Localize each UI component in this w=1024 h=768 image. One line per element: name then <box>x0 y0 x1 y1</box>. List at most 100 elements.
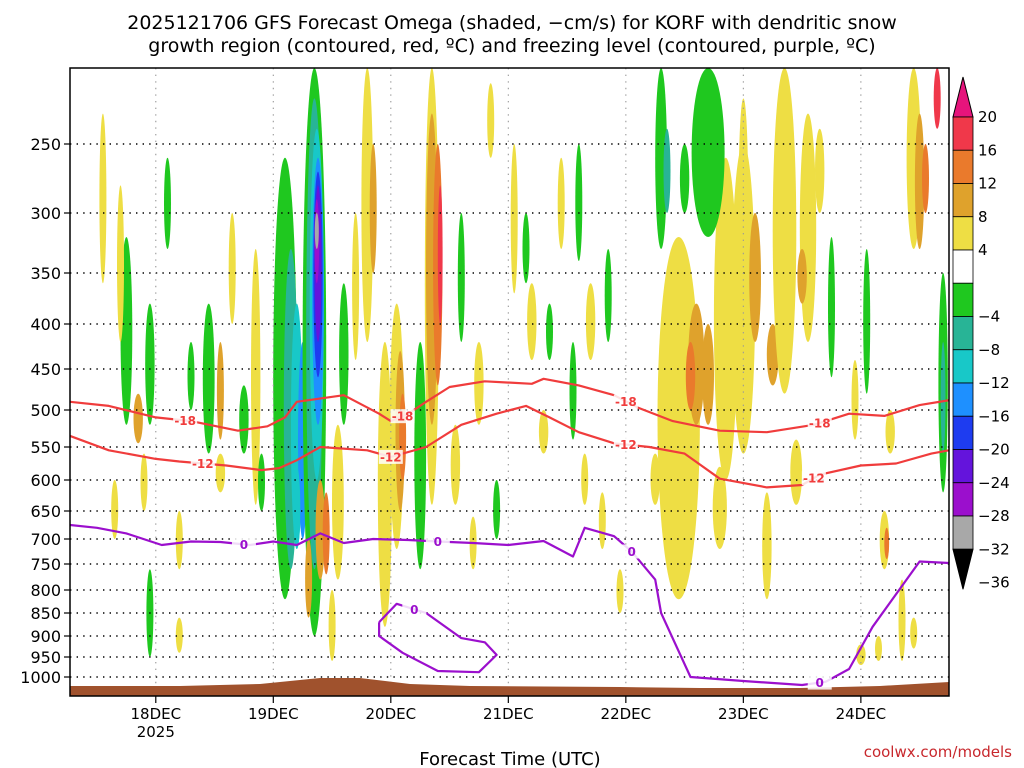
y-tick-label: 250 <box>30 135 61 154</box>
omega-shaded-cell <box>99 113 107 284</box>
contour-label: -12 <box>192 457 214 471</box>
x-tick-label: 23DEC <box>718 705 769 723</box>
omega-shaded-cell <box>685 342 696 410</box>
omega-shaded-cell <box>305 539 313 618</box>
chart-title-line1: 2025121706 GFS Forecast Omega (shaded, −… <box>127 12 897 34</box>
colorbar-bin <box>952 116 974 151</box>
omega-shaded-cell <box>437 185 443 324</box>
contour-label: 0 <box>240 538 248 552</box>
omega-shaded-cell <box>655 68 667 249</box>
omega-shaded-cell <box>239 385 249 454</box>
omega-shaded-cell <box>766 324 779 386</box>
omega-shaded-cell <box>712 466 727 549</box>
omega-shaded-cell <box>884 527 890 560</box>
colorbar-tick-label: −12 <box>978 374 1010 392</box>
contour-label: -12 <box>380 450 402 464</box>
colorbar-under-arrow <box>952 548 974 590</box>
y-tick-label: 950 <box>30 648 61 667</box>
contour-label-bg <box>425 534 450 549</box>
contour-label-bg <box>173 413 198 428</box>
contour-label-bg <box>613 437 638 452</box>
colorbar-bin <box>952 515 974 550</box>
colorbar: 20 16 12 8 4 −4 −8 −12 −16 −20 −24 −28 −32 −36 <box>952 76 1010 592</box>
contour-label-bg <box>619 544 644 559</box>
y-tick-label: 300 <box>30 204 61 223</box>
plot-frame <box>69 67 950 697</box>
omega-shaded-cell <box>691 68 725 237</box>
colorbar-tick-label: 20 <box>978 108 997 126</box>
y-tick-label: 550 <box>30 438 61 457</box>
x-tick-label: 20DEC <box>366 705 417 723</box>
contour-label-bg <box>807 675 832 690</box>
omega-shaded-cell <box>377 342 392 627</box>
omega-shaded-cell <box>702 324 714 425</box>
y-axis-ticks: 250 300 350 400 450 500 550 600 650 700 750 800 850 9… <box>20 135 70 687</box>
omega-shaded-cell <box>569 342 577 440</box>
omega-shaded-cell <box>175 617 183 653</box>
colorbar-tick-label: 12 <box>978 175 997 193</box>
colorbar-bin <box>952 482 974 517</box>
contour-label: -18 <box>174 414 196 428</box>
omega-shaded-cell <box>914 113 925 249</box>
colorbar-bin <box>952 316 974 351</box>
omega-shaded-cell <box>133 393 143 444</box>
contour-label: -12 <box>803 472 825 486</box>
omega-shaded-cell <box>527 283 537 360</box>
omega-shaded-cell <box>457 213 465 342</box>
omega-shaded-cell <box>799 113 817 342</box>
contour-label-bg <box>390 409 415 424</box>
y-tick-label: 450 <box>30 360 61 379</box>
y-tick-label: 650 <box>30 502 61 521</box>
credit-link[interactable]: coolwx.com/models <box>864 743 1012 761</box>
colorbar-bin <box>952 415 974 450</box>
omega-shaded-cell <box>575 144 583 261</box>
colorbar-bin <box>952 216 974 251</box>
y-tick-label: 700 <box>30 530 61 549</box>
omega-shaded-cell <box>922 144 929 213</box>
omega-shaded-cell <box>315 480 325 580</box>
omega-shaded-cell <box>910 617 918 649</box>
contour-label: 0 <box>816 676 824 690</box>
omega-shaded-cell <box>885 410 895 454</box>
omega-shaded-cell <box>828 237 835 378</box>
omega-shaded-cell <box>493 480 501 539</box>
colorbar-bin <box>952 183 974 218</box>
omega-shaded-cell <box>797 248 807 304</box>
omega-shaded-cell <box>875 636 882 661</box>
contour-dgz-top <box>70 377 949 434</box>
contour-label-bg <box>231 537 256 552</box>
omega-shaded-cell <box>369 144 377 273</box>
omega-shaded-cell <box>650 453 660 505</box>
contour-label-bg <box>402 602 427 617</box>
omega-shaded-cell <box>293 466 301 549</box>
colorbar-tick-label: −28 <box>978 507 1010 525</box>
colorbar-bin <box>952 349 974 384</box>
contour-label: 0 <box>628 545 636 559</box>
colorbar-bin <box>952 382 974 417</box>
y-tick-label: 900 <box>30 627 61 646</box>
x-tick-year: 2025 <box>137 723 175 741</box>
x-tick-label: 18DEC <box>130 705 181 723</box>
contour-label: -12 <box>615 438 637 452</box>
contour-label-bg <box>378 449 403 464</box>
omega-shaded-cell <box>898 579 906 661</box>
colorbar-bin <box>952 249 974 284</box>
colorbar-bin <box>952 449 974 484</box>
contour-label: -18 <box>392 410 414 424</box>
contour-label: 0 <box>410 603 418 617</box>
omega-shaded-cell <box>616 569 624 613</box>
omega-shaded-cell <box>522 213 530 284</box>
terrain-surface <box>70 678 949 696</box>
y-tick-label: 800 <box>30 581 61 600</box>
omega-shaded-cell <box>604 249 612 342</box>
omega-shaded-cell <box>328 590 336 661</box>
contour-label-bg <box>801 471 826 486</box>
omega-shaded-cell <box>538 410 549 454</box>
omega-shaded-cell <box>749 213 761 342</box>
omega-shaded-cell <box>738 98 749 284</box>
x-tick-label: 21DEC <box>483 705 534 723</box>
omega-shaded-cell <box>175 510 183 570</box>
contour-labels: -18 -18 -18 -18 -12 -12 -12 -12 0 0 0 0 0 <box>173 394 832 690</box>
colorbar-tick-label: 8 <box>978 208 988 226</box>
omega-shaded-cell <box>790 439 803 505</box>
